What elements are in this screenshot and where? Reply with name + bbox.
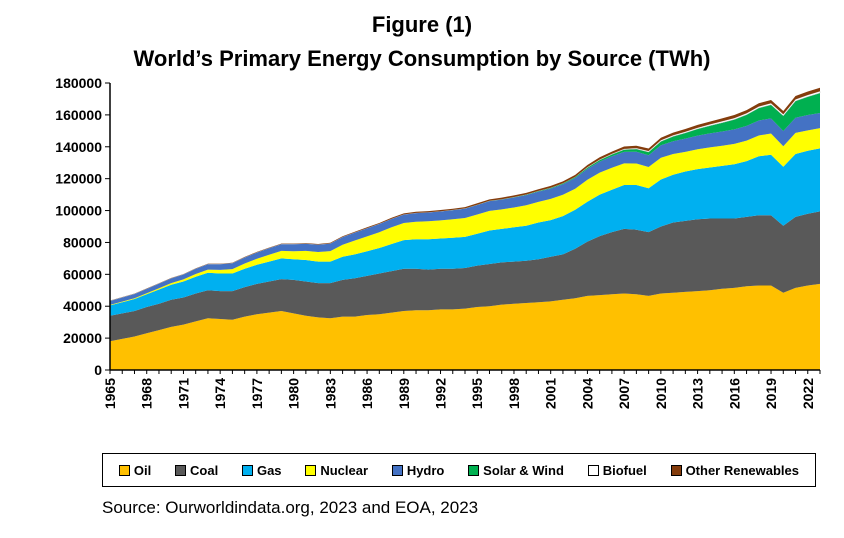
legend-swatch — [241, 464, 253, 476]
y-tick-label: 80000 — [63, 234, 102, 250]
area-hydro — [110, 113, 820, 305]
area-coal — [110, 211, 820, 342]
legend-item-gas: Gas — [241, 462, 282, 478]
legend-item-biofuel: Biofuel — [587, 462, 647, 478]
x-tick-label: 1980 — [286, 378, 302, 409]
y-tick-label: 120000 — [55, 171, 102, 187]
x-tick-label: 1986 — [359, 378, 375, 409]
legend-item-nuclear: Nuclear — [305, 463, 368, 478]
x-axis-ticks: 1965 1968 1971 1974 1977 1980 1983 1986 1989 1992… — [102, 370, 821, 409]
y-tick-label: 0 — [94, 362, 102, 378]
area-oil — [110, 283, 820, 370]
legend-label: Biofuel — [602, 462, 647, 478]
area-biofuel — [109, 90, 821, 302]
legend-swatch — [587, 464, 599, 476]
x-tick-label: 1977 — [249, 378, 265, 409]
x-tick-label: 1971 — [175, 378, 191, 409]
x-tick-label: 2010 — [653, 378, 669, 409]
x-tick-label: 1992 — [433, 378, 449, 409]
legend-item-other-renewables: Other Renewables — [670, 462, 799, 478]
legend-label: Other Renewables — [685, 462, 799, 478]
legend-label: Oil — [133, 462, 152, 478]
source-note: Source: Ourworldindata.org, 2023 and EOA… — [102, 498, 479, 517]
x-tick-label: 1968 — [139, 378, 155, 409]
legend-swatch — [305, 464, 317, 476]
y-tick-label: 40000 — [63, 298, 102, 314]
legend-label: Coal — [190, 462, 219, 478]
legend-swatch — [175, 464, 187, 476]
legend-swatch — [468, 464, 480, 476]
y-tick-label: 180000 — [55, 75, 102, 91]
area-nuclear — [110, 128, 820, 306]
x-tick-label: 2004 — [579, 378, 595, 409]
chart-title: World’s Primary Energy Consumption by So… — [133, 46, 711, 71]
legend-swatch — [670, 464, 682, 476]
legend-label: Gas — [256, 462, 282, 478]
x-tick-label: 2016 — [726, 378, 742, 409]
legend-item-coal: Coal — [175, 463, 218, 478]
legend-item-solar-wind: Solar & Wind — [468, 463, 564, 478]
legend-label: Hydro — [406, 462, 445, 478]
x-tick-label: 1965 — [102, 378, 118, 409]
y-tick-label: 140000 — [55, 139, 102, 155]
x-tick-label: 2019 — [763, 378, 779, 409]
legend: Oil Coal Gas Nuclear Hydro Solar & Wind Biofue… — [102, 453, 816, 487]
x-tick-label: 2007 — [616, 378, 632, 409]
x-tick-label: 1989 — [396, 378, 412, 409]
area-solar-wind — [110, 93, 820, 301]
legend-item-oil: Oil — [118, 462, 152, 478]
x-tick-label: 1974 — [212, 378, 228, 409]
x-tick-label: 2013 — [690, 378, 706, 409]
series-areas — [109, 87, 821, 370]
area-gas — [110, 148, 820, 316]
x-tick-label: 1983 — [322, 378, 338, 409]
x-tick-label: 2001 — [543, 378, 559, 409]
y-axis-ticks: 0 20000 40000 60000 80000 100000 120000 140000 1… — [55, 75, 110, 378]
y-tick-label: 100000 — [55, 203, 102, 219]
y-tick-label: 160000 — [55, 107, 102, 123]
legend-item-hydro: Hydro — [391, 462, 445, 478]
x-tick-label: 1998 — [506, 378, 522, 409]
legend-swatch — [391, 464, 403, 476]
legend-label: Nuclear — [320, 462, 369, 478]
legend-label: Solar & Wind — [483, 462, 564, 478]
x-tick-label: 1995 — [469, 378, 485, 409]
y-tick-label: 20000 — [63, 330, 102, 346]
area-other-renewables — [110, 87, 820, 301]
legend-swatch — [118, 464, 130, 476]
figure-label: Figure (1) — [371, 12, 473, 37]
x-tick-label: 2022 — [800, 378, 816, 409]
y-tick-label: 60000 — [63, 266, 102, 282]
